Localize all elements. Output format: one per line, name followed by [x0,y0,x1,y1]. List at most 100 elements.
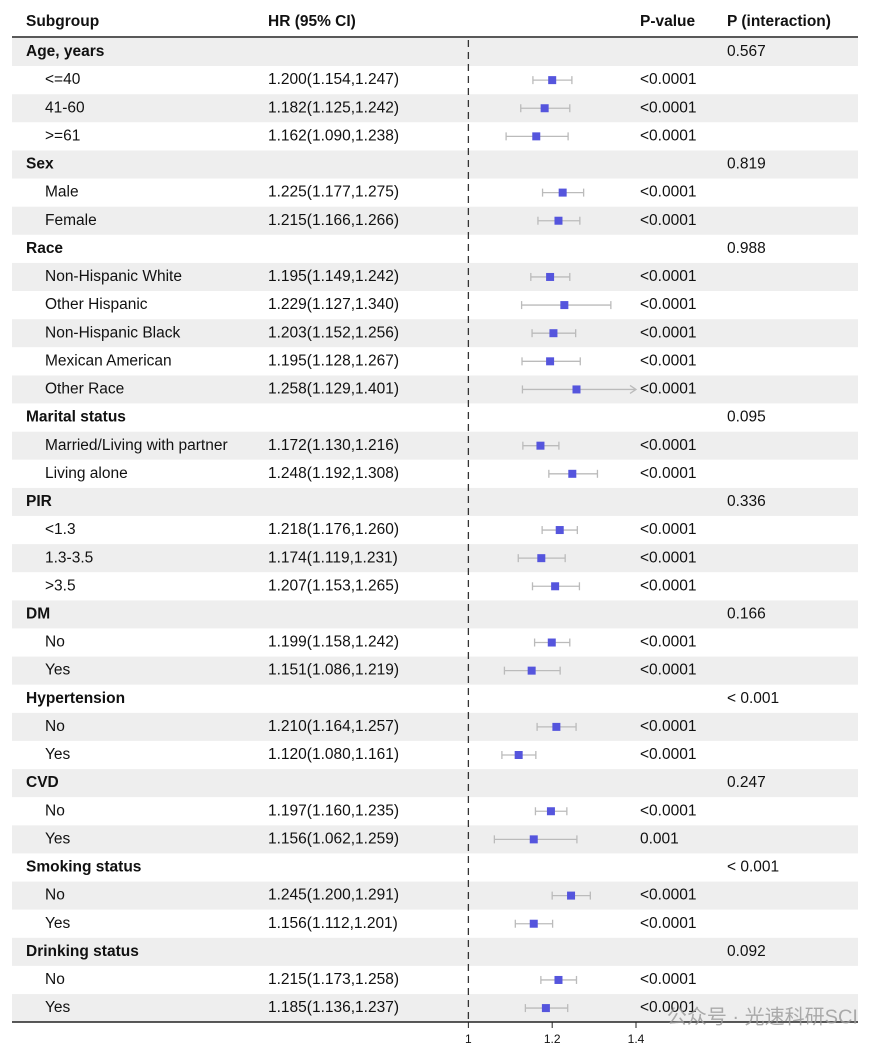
row-band [12,881,858,910]
hr-point [540,104,549,113]
hr-point [541,1004,550,1013]
p-value: <0.0001 [640,268,696,285]
subgroup-label: 41-60 [45,99,85,116]
group-label: CVD [26,774,59,791]
p-value: <0.0001 [640,296,696,313]
hr-point [546,357,555,366]
header-p-interaction: P (interaction) [727,13,831,30]
ci-text: 1.156(1.112,1.201) [268,915,398,932]
hr-point [547,638,556,647]
ci-text: 1.120(1.080,1.161) [268,746,399,763]
p-interaction: 0.092 [727,943,766,960]
subgroup-label: Married/Living with partner [45,437,228,454]
hr-point [558,188,567,197]
row-band [12,38,858,66]
p-value: <0.0001 [640,746,696,763]
hr-point [554,975,563,984]
ci-text: 1.218(1.176,1.260) [268,521,399,538]
subgroup-label: No [45,718,65,735]
watermark: 公众号 · 光速科研SCI [667,1005,858,1028]
x-tick-label: 1.2 [544,1032,561,1046]
row-band [12,600,858,629]
header-subgroup: Subgroup [26,13,99,30]
group-label: PIR [26,493,52,510]
p-value: <0.0001 [640,184,696,201]
p-value: <0.0001 [640,634,696,651]
row-band [12,150,858,179]
subgroup-label: Other Race [45,381,124,398]
header-p: P-value [640,13,696,30]
row-band [12,206,858,235]
p-value: <0.0001 [640,718,696,735]
group-label: Race [26,240,63,257]
subgroup-label: Living alone [45,465,128,482]
x-tick-label: 1.4 [628,1032,645,1046]
subgroup-label: Male [45,184,79,201]
hr-point [567,891,576,900]
p-value: <0.0001 [640,971,696,988]
ci-text: 1.195(1.128,1.267) [268,352,399,369]
row-band [12,544,858,573]
ci-text: 1.215(1.173,1.258) [268,971,399,988]
group-label: Drinking status [26,943,139,960]
header-ci: HR (95% CI) [268,13,356,30]
ci-text: 1.225(1.177,1.275) [268,184,399,201]
subgroup-label: Other Hispanic [45,296,148,313]
p-value: <0.0001 [640,915,696,932]
ci-text: 1.156(1.062,1.259) [268,830,399,847]
subgroup-label: <=40 [45,71,81,88]
p-value: <0.0001 [640,577,696,594]
hr-point [546,272,555,281]
p-value: <0.0001 [640,352,696,369]
p-interaction: 0.336 [727,493,766,510]
row-backgrounds [12,38,858,1023]
ci-text: 1.207(1.153,1.265) [268,577,399,594]
ci-text: 1.174(1.119,1.231) [268,549,398,566]
ci-text: 1.195(1.149,1.242) [268,268,399,285]
p-value: <0.0001 [640,71,696,88]
ci-text: 1.203(1.152,1.256) [268,324,399,341]
p-value: <0.0001 [640,437,696,454]
p-value: <0.0001 [640,465,696,482]
ci-arrow [629,384,638,394]
hr-point [548,76,557,85]
hr-point [546,807,555,816]
subgroup-label: No [45,802,65,819]
group-label: Hypertension [26,690,125,707]
hr-point [532,132,541,141]
group-label: Age, years [26,43,104,60]
hr-point [527,666,536,675]
group-label: Marital status [26,409,126,426]
subgroup-label: <1.3 [45,521,76,538]
row-band [12,769,858,798]
p-value: <0.0001 [640,521,696,538]
hr-point [536,441,545,450]
hr-point [514,751,523,759]
subgroup-label: No [45,971,65,988]
row-band [12,319,858,348]
p-value: <0.0001 [640,662,696,679]
hr-point [552,722,561,731]
subgroup-label: >=61 [45,127,80,144]
p-value: 0.001 [640,830,679,847]
ci-text: 1.215(1.166,1.266) [268,212,399,229]
row-band [12,825,858,854]
ci-text: 1.182(1.125,1.242) [268,99,399,116]
p-value: <0.0001 [640,381,696,398]
group-label: DM [26,605,50,622]
p-value: <0.0001 [640,99,696,116]
subgroup-label: Yes [45,662,71,679]
hr-point [551,582,560,591]
p-value: <0.0001 [640,999,696,1016]
x-tick-label: 1 [465,1032,472,1046]
p-interaction: 0.988 [727,240,766,257]
subgroup-label: Yes [45,999,71,1016]
p-value: <0.0001 [640,802,696,819]
hr-point [554,216,563,225]
ci-text: 1.197(1.160,1.235) [268,802,399,819]
subgroup-label: 1.3-3.5 [45,549,93,566]
ci-text: 1.172(1.130,1.216) [268,437,399,454]
hr-point [560,301,569,310]
p-value: <0.0001 [640,549,696,566]
